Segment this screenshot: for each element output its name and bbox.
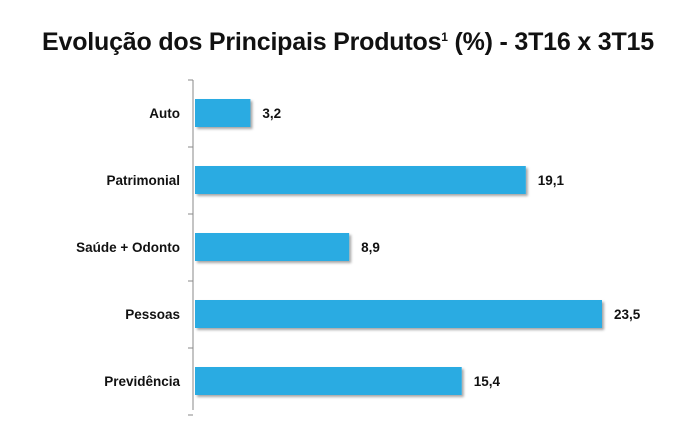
bar-auto xyxy=(195,99,251,127)
value-label-patrimonial: 19,1 xyxy=(538,173,565,188)
bar-previdencia xyxy=(195,367,462,395)
value-label-auto: 3,2 xyxy=(262,106,281,121)
value-label-previdencia: 15,4 xyxy=(474,374,501,389)
bar-patrimonial xyxy=(195,166,526,194)
category-label-pessoas: Pessoas xyxy=(125,307,180,322)
value-label-saude-odonto: 8,9 xyxy=(361,240,380,255)
chart-title-suffix: (%) - 3T16 x 3T15 xyxy=(447,28,655,56)
category-label-auto: Auto xyxy=(149,106,180,121)
category-label-patrimonial: Patrimonial xyxy=(106,173,180,188)
chart-title-text: Evolução dos Principais Produtos xyxy=(42,28,442,56)
bar-pessoas xyxy=(195,300,602,328)
category-label-saude-odonto: Saúde + Odonto xyxy=(76,240,180,255)
category-label-previdencia: Previdência xyxy=(104,374,180,389)
value-label-pessoas: 23,5 xyxy=(614,307,641,322)
chart-title-footnote-mark: 1 xyxy=(441,30,448,44)
chart-title: Evolução dos Principais Produtos1 (%) - … xyxy=(0,28,696,57)
bar-saude-odonto xyxy=(195,233,350,261)
